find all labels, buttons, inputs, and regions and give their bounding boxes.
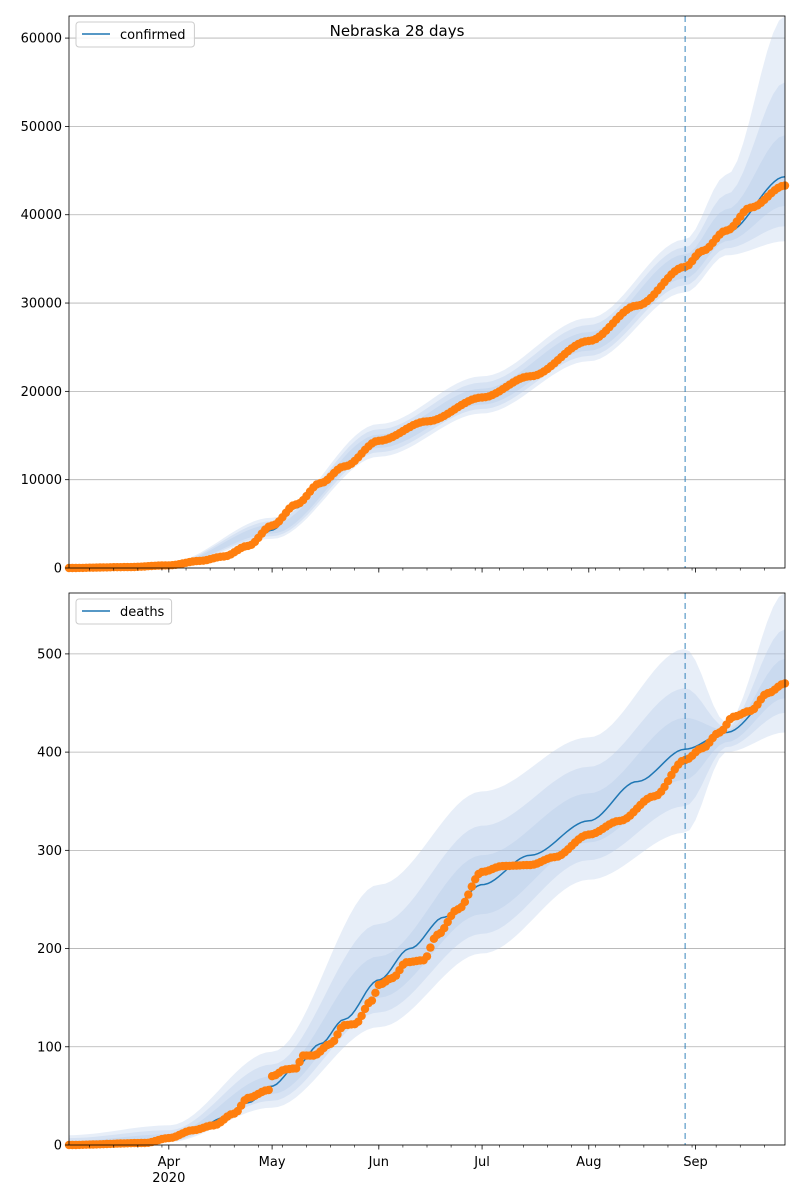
observed-point bbox=[333, 1030, 342, 1039]
legend: deaths bbox=[75, 598, 173, 625]
observed-point bbox=[329, 1036, 339, 1046]
y-tick-label: 100 bbox=[37, 1040, 62, 1055]
observed-point bbox=[460, 897, 470, 907]
legend-box bbox=[75, 21, 195, 48]
legend: confirmed bbox=[75, 21, 195, 48]
observed-point bbox=[371, 988, 380, 997]
observed-point bbox=[295, 1057, 304, 1067]
confirmed-panel: 0 10000 20000 30000 40000 50000 60000 confirmed bbox=[21, 15, 790, 577]
uncertainty-band-1 bbox=[69, 593, 785, 1145]
legend-box bbox=[75, 598, 173, 625]
observed-point bbox=[443, 917, 452, 927]
x-tick-label: May bbox=[259, 1155, 286, 1170]
y-tick-label: 10000 bbox=[21, 473, 62, 488]
y-tick-label: 300 bbox=[37, 844, 62, 859]
fit-line bbox=[69, 175, 786, 569]
y-tick-label: 40000 bbox=[21, 208, 62, 223]
y-tick-label: 200 bbox=[37, 942, 62, 957]
observed-point bbox=[264, 1085, 273, 1095]
y-tick-label: 0 bbox=[54, 562, 62, 577]
observed-point bbox=[426, 943, 435, 952]
observed-point bbox=[367, 996, 377, 1005]
observed-point bbox=[440, 924, 449, 933]
y-tick-label: 30000 bbox=[21, 297, 62, 312]
legend-label: deaths bbox=[120, 605, 165, 620]
uncertainty-band-1 bbox=[69, 16, 785, 568]
x-tick-label: Aug bbox=[576, 1155, 601, 1170]
y-tick-label: 0 bbox=[54, 1139, 62, 1154]
y-tick-label: 50000 bbox=[21, 120, 62, 135]
observed-point bbox=[464, 890, 473, 899]
x-tick-label: Sep bbox=[683, 1155, 708, 1170]
legend-label: confirmed bbox=[120, 28, 186, 43]
y-tick-label: 400 bbox=[37, 746, 62, 761]
observed-point bbox=[467, 882, 476, 891]
observed-point bbox=[357, 1011, 366, 1021]
figure-title: Nebraska 28 days bbox=[330, 22, 465, 40]
x-tick-sublabel: 2020 bbox=[152, 1171, 185, 1186]
y-tick-label: 500 bbox=[37, 647, 62, 662]
observed-point bbox=[422, 952, 432, 961]
uncertainty-band-2 bbox=[69, 82, 785, 568]
uncertainty-band-2 bbox=[69, 629, 785, 1145]
x-tick-label: Jul bbox=[473, 1155, 490, 1170]
x-tick-label: Apr bbox=[158, 1155, 181, 1170]
observed-point bbox=[292, 1064, 301, 1073]
uncertainty-band-3 bbox=[69, 135, 785, 568]
x-tick-label: Jun bbox=[368, 1155, 389, 1170]
y-tick-label: 60000 bbox=[21, 32, 62, 47]
observed-point bbox=[663, 777, 673, 786]
y-tick-label: 20000 bbox=[21, 385, 62, 400]
